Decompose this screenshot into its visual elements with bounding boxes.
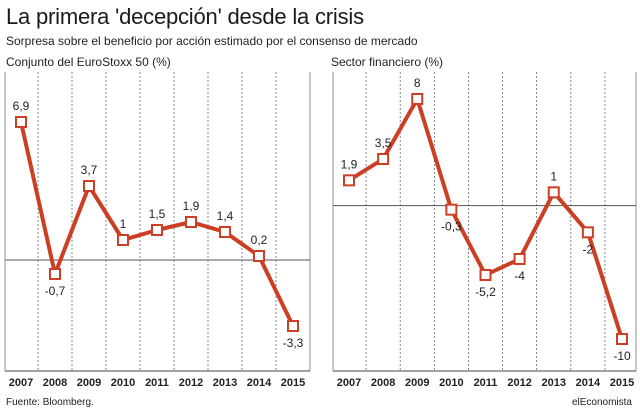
eurostoxx-tick-2012: 2012 xyxy=(179,377,203,389)
eurostoxx-data-label-2014: 0,2 xyxy=(251,233,268,247)
financiero-data-label-2014: -2 xyxy=(583,242,594,256)
financiero-tick-2009: 2009 xyxy=(405,377,429,389)
financiero-tick-2014: 2014 xyxy=(576,377,601,389)
financiero-point-2009 xyxy=(411,93,424,105)
financiero-data-label-2007: 1,9 xyxy=(341,157,358,171)
eurostoxx-tick-2013: 2013 xyxy=(213,377,237,389)
eurostoxx-data-label-2010: 1 xyxy=(120,217,127,231)
brand-name: elEconomista xyxy=(571,397,632,408)
eurostoxx-point-2008 xyxy=(49,268,61,280)
financiero-data-label-2015: -10 xyxy=(613,349,631,363)
financiero-point-2015 xyxy=(616,333,628,345)
eurostoxx-data-label-2008: -0,7 xyxy=(45,284,66,298)
eurostoxx-tick-2007: 2007 xyxy=(9,377,33,389)
financiero-tick-2008: 2008 xyxy=(371,377,395,389)
source-note: Fuente: Bloomberg. xyxy=(6,397,94,408)
financiero-data-label-2012: -4 xyxy=(514,269,525,283)
financiero-point-2010 xyxy=(445,203,458,216)
eurostoxx-tick-2015: 2015 xyxy=(281,377,305,389)
eurostoxx-tick-2014: 2014 xyxy=(247,377,272,389)
eurostoxx-data-label-2009: 3,7 xyxy=(81,163,98,177)
financiero-data-label-2011: -5,2 xyxy=(475,285,496,299)
eurostoxx-point-2011 xyxy=(151,224,163,236)
chart-subtitle: Sorpresa sobre el beneficio por acción e… xyxy=(6,34,418,48)
right-panel-title: Sector financiero (%) xyxy=(331,55,444,69)
eurostoxx-tick-2010: 2010 xyxy=(111,377,135,389)
eurostoxx-point-2014 xyxy=(253,250,265,262)
eurostoxx-data-label-2013: 1,4 xyxy=(217,209,234,223)
financiero-data-label-2008: 3,5 xyxy=(375,136,392,150)
eurostoxx-point-2010 xyxy=(117,234,129,246)
financiero-tick-2015: 2015 xyxy=(610,377,634,389)
financiero-point-2007 xyxy=(343,174,355,187)
financiero-point-2012 xyxy=(513,253,526,265)
financiero-tick-2011: 2011 xyxy=(474,377,498,389)
eurostoxx-tick-2008: 2008 xyxy=(43,377,67,389)
financiero-tick-2012: 2012 xyxy=(507,377,531,389)
eurostoxx-point-2015 xyxy=(287,320,299,332)
financiero-point-2014 xyxy=(581,226,594,239)
eurostoxx-point-2009 xyxy=(83,180,95,192)
eurostoxx-point-2013 xyxy=(219,226,231,238)
eurostoxx-point-2007 xyxy=(15,116,27,128)
financiero-tick-2007: 2007 xyxy=(337,377,361,389)
eurostoxx-tick-2009: 2009 xyxy=(77,377,101,389)
financiero-data-label-2013: 1 xyxy=(550,169,557,183)
eurostoxx-data-label-2015: -3,3 xyxy=(283,336,304,350)
eurostoxx-point-2012 xyxy=(185,216,197,228)
financiero-series-line xyxy=(347,97,624,340)
chart-title: La primera 'decepción' desde la crisis xyxy=(6,4,364,29)
financiero-point-2011 xyxy=(479,269,492,281)
financiero-point-2013 xyxy=(547,186,560,199)
eurostoxx-data-label-2012: 1,9 xyxy=(183,199,200,213)
eurostoxx-data-label-2011: 1,5 xyxy=(149,207,166,221)
financiero-data-label-2009: 8 xyxy=(414,76,421,90)
financiero-point-2008 xyxy=(377,153,390,165)
financiero-tick-2013: 2013 xyxy=(542,377,566,389)
financiero-tick-2010: 2010 xyxy=(439,377,463,389)
left-panel-title: Conjunto del EuroStoxx 50 (%) xyxy=(6,55,171,69)
eurostoxx-data-label-2007: 6,9 xyxy=(13,99,30,113)
eurostoxx-tick-2011: 2011 xyxy=(145,377,169,389)
financiero-data-label-2010: -0,3 xyxy=(441,220,462,234)
